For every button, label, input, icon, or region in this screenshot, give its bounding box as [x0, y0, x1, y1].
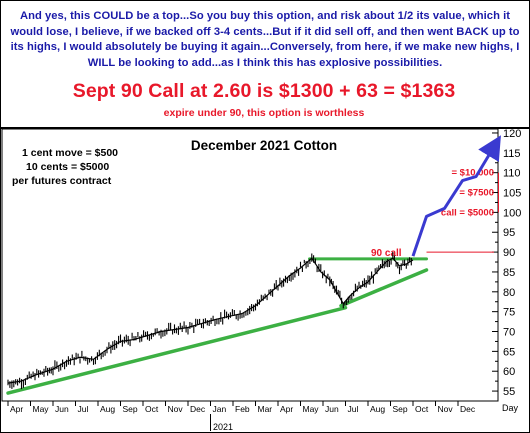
x-tick-label-jan: Jan	[213, 404, 227, 414]
price-layer	[7, 251, 414, 390]
x-tick-label-aug: Aug	[370, 404, 385, 414]
x-tick-label-may: May	[303, 404, 320, 414]
x-tick-label-feb: Feb	[235, 404, 250, 414]
projection-layer	[411, 135, 501, 257]
x-tick-label-apr: Apr	[10, 404, 23, 414]
x-tick-label-may: May	[33, 404, 50, 414]
header-divider	[0, 127, 530, 129]
commentary-header: And yes, this COULD be a top...So you bu…	[1, 1, 527, 126]
value-label-2: = $7500	[459, 188, 494, 199]
x-tick-label-sep: Sep	[123, 404, 138, 414]
x-tick-label-jul: Jul	[348, 404, 359, 414]
option-cost-headline: Sept 90 Call at 2.60 is $1300 + 63 = $13…	[72, 80, 456, 102]
x-tick-label-dec: Dec	[460, 404, 476, 414]
x-tick-label-mar: Mar	[258, 404, 273, 414]
contract-note-1: 1 cent move = $500	[22, 147, 118, 159]
y-tick-label-100: 100	[503, 207, 521, 219]
x-tick-label-oct: Oct	[415, 404, 429, 414]
y-tick-label-65: 65	[503, 346, 515, 358]
value-label-1: = $10,000	[451, 168, 494, 179]
x-tick-label-nov: Nov	[438, 404, 454, 414]
y-tick-label-120: 120	[503, 128, 521, 140]
x-tick-label-dec: Dec	[190, 404, 206, 414]
y-axis: 55 60 65 70 75 80 85 90 95 100 105 110 115 120	[492, 128, 521, 398]
x-tick-label-aug: Aug	[100, 404, 115, 414]
cotton-price-chart: December 2021 Cotton 1 cent move = $500 …	[1, 128, 521, 432]
price-series-line	[7, 257, 414, 384]
y-tick-label-60: 60	[503, 366, 515, 378]
value-label-3: call = $5000	[441, 207, 494, 218]
chart-title: December 2021 Cotton	[191, 138, 337, 153]
y-tick-label-95: 95	[503, 227, 515, 239]
x-tick-label-oct: Oct	[145, 404, 159, 414]
x-year-label: 2021	[213, 422, 233, 432]
trendline-1	[6, 305, 348, 395]
x-tick-label-sep: Sep	[393, 404, 408, 414]
y-tick-label-55: 55	[503, 386, 515, 398]
trendline-layer	[6, 257, 429, 395]
call-strike-label: 90 call	[371, 248, 402, 259]
projection-arrow	[411, 135, 501, 257]
y-tick-label-90: 90	[503, 247, 515, 259]
y-tick-label-115: 115	[503, 148, 521, 160]
x-axis: Apr May Jun Jul Aug Sep Oct Nov Dec Jan Feb Mar Apr M…	[7, 401, 476, 431]
x-unit-label: Day	[502, 403, 519, 413]
trendline-2	[339, 268, 429, 308]
commentary-text: And yes, this COULD be a top...So you bu…	[10, 10, 520, 69]
x-tick-label-jun: Jun	[325, 404, 339, 414]
y-tick-label-85: 85	[503, 267, 515, 279]
contract-note-2: 10 cents = $5000	[26, 161, 109, 173]
x-tick-label-jun: Jun	[55, 404, 69, 414]
y-tick-label-110: 110	[503, 168, 521, 180]
plot-area	[1, 128, 499, 402]
y-tick-label-80: 80	[503, 287, 515, 299]
y-tick-label-105: 105	[503, 188, 521, 200]
annotations: 90 call = $10,000 = $7500 call = $5000	[371, 168, 499, 259]
x-tick-label-apr: Apr	[280, 404, 293, 414]
y-tick-label-75: 75	[503, 307, 515, 319]
option-expiry-note: expire under 90, this option is worthles…	[163, 107, 365, 119]
y-tick-label-70: 70	[503, 327, 515, 339]
x-tick-label-nov: Nov	[168, 404, 184, 414]
x-tick-label-jul: Jul	[78, 404, 89, 414]
contract-note-3: per futures contract	[12, 175, 112, 187]
